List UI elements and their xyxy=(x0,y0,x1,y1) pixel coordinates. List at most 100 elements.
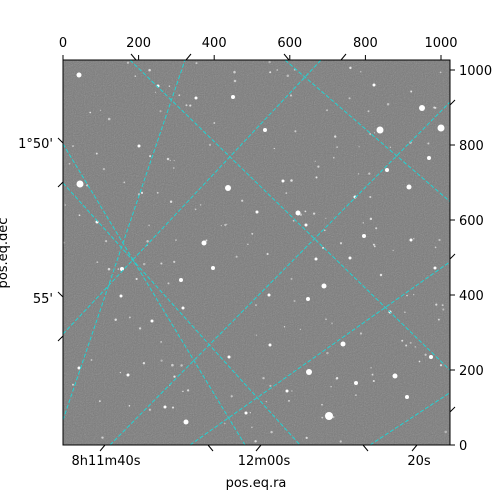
right-tick-label: 800 xyxy=(459,139,484,154)
faint-star xyxy=(99,109,102,112)
image-panel xyxy=(62,59,451,446)
faint-star xyxy=(332,156,335,159)
faint-star xyxy=(270,430,273,434)
faint-star xyxy=(349,66,352,70)
faint-star xyxy=(146,240,149,243)
faint-star xyxy=(442,308,445,311)
faint-star xyxy=(401,339,404,342)
faint-star xyxy=(86,184,89,187)
faint-star xyxy=(289,94,293,97)
faint-star xyxy=(339,440,342,443)
faint-star xyxy=(224,223,227,227)
faint-star xyxy=(312,212,316,215)
faint-star xyxy=(268,60,271,64)
image-frame xyxy=(62,59,451,446)
faint-star xyxy=(290,277,293,280)
faint-star xyxy=(359,332,363,335)
faint-star xyxy=(444,430,447,434)
faint-star xyxy=(168,85,171,87)
ra-tick-label: 8h11m40s xyxy=(71,454,140,469)
faint-star xyxy=(249,412,251,414)
faint-star xyxy=(265,400,268,403)
grid-line xyxy=(63,60,322,335)
star xyxy=(437,124,445,132)
faint-star xyxy=(326,351,329,355)
faint-star xyxy=(251,232,254,235)
faint-star xyxy=(251,426,253,429)
faint-star xyxy=(414,346,416,348)
faint-star xyxy=(233,70,236,74)
faint-star xyxy=(226,223,228,226)
faint-star xyxy=(195,62,198,65)
right-tick-label: 400 xyxy=(459,289,484,304)
faint-star xyxy=(96,261,99,264)
faint-star xyxy=(167,282,170,285)
grid-line xyxy=(129,60,450,371)
faint-star xyxy=(360,71,362,73)
faint-star xyxy=(254,440,257,443)
faint-star xyxy=(169,200,173,204)
right-tick-label: 0 xyxy=(459,439,467,454)
faint-star xyxy=(186,389,190,392)
star xyxy=(429,355,433,359)
faint-star xyxy=(273,147,275,150)
faint-star xyxy=(107,267,111,271)
faint-star xyxy=(266,252,269,256)
faint-star xyxy=(369,217,373,221)
faint-star xyxy=(262,376,265,380)
faint-star xyxy=(171,363,174,367)
faint-star xyxy=(171,406,175,409)
faint-star xyxy=(135,277,138,281)
star xyxy=(137,144,141,148)
grid-line xyxy=(284,60,450,203)
faint-star xyxy=(142,262,146,266)
faint-star xyxy=(159,110,162,113)
faint-star xyxy=(89,111,92,114)
faint-star xyxy=(68,162,71,165)
star xyxy=(433,266,437,270)
x-axis-title: pos.eq.ra xyxy=(226,476,287,491)
star xyxy=(181,306,185,310)
faint-star xyxy=(314,160,316,163)
star xyxy=(304,223,308,227)
faint-star xyxy=(99,400,101,402)
star xyxy=(150,319,154,323)
star xyxy=(385,168,389,172)
faint-star xyxy=(140,191,144,194)
faint-star xyxy=(331,322,333,324)
faint-star xyxy=(283,326,286,328)
star xyxy=(295,210,301,216)
faint-star xyxy=(156,191,159,194)
faint-star xyxy=(330,386,332,388)
faint-star xyxy=(142,361,146,365)
right-pixel-axis: 0 200 400 600 800 1000 xyxy=(450,64,492,454)
faint-star xyxy=(72,145,74,148)
faint-star xyxy=(119,371,122,374)
faint-star xyxy=(148,224,150,227)
faint-star xyxy=(355,394,357,396)
faint-star xyxy=(149,155,152,158)
faint-star xyxy=(172,167,175,169)
faint-star xyxy=(413,238,415,240)
dec-tick-label: 1°50' xyxy=(18,137,53,152)
faint-star xyxy=(205,239,208,242)
faint-star xyxy=(276,69,279,71)
top-tick-label: 200 xyxy=(126,36,151,51)
star xyxy=(255,210,259,214)
grid-line xyxy=(109,101,450,445)
star xyxy=(314,257,318,261)
faint-star xyxy=(427,142,430,145)
faint-star xyxy=(154,91,157,94)
faint-star xyxy=(230,395,233,398)
faint-star xyxy=(175,239,177,241)
faint-star xyxy=(208,143,212,147)
faint-star xyxy=(439,71,442,74)
faint-star xyxy=(233,79,237,83)
faint-star xyxy=(185,104,188,107)
right-tick-label: 600 xyxy=(459,214,484,229)
faint-star xyxy=(213,122,216,124)
faint-star xyxy=(304,210,307,213)
y-axis-title: pos.eq.dec xyxy=(0,218,11,289)
faint-star xyxy=(325,217,327,220)
